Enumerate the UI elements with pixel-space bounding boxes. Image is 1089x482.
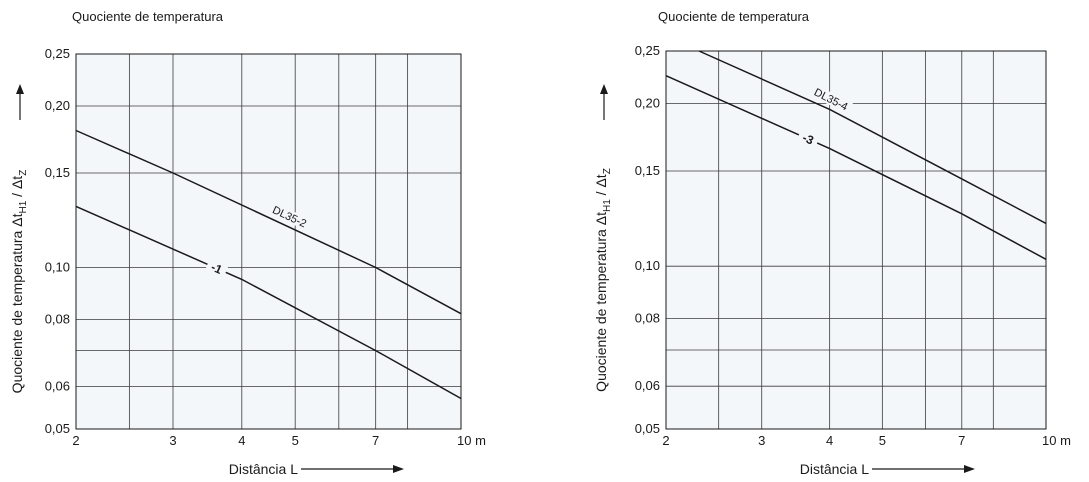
x-tick-label: 5: [292, 433, 299, 448]
y-tick-label: 0,06: [45, 379, 70, 394]
y-tick-label: 0,06: [635, 378, 660, 393]
y-tick-label: 0,20: [45, 98, 70, 113]
x-tick-label: 3: [758, 433, 765, 448]
x-tick-label: 4: [238, 433, 245, 448]
x-tick-label: 7: [958, 433, 965, 448]
plot-frame: [75, 53, 462, 430]
y-tick-label: 0,25: [45, 46, 70, 61]
chart-right: Quociente de temperatura 0,05 0,06 0,08 0,1…: [545, 0, 1089, 482]
x-tick-label: 10 m: [457, 433, 486, 448]
chart-left: Quociente de temperatura 0,05 0,06 0,08 0,1…: [9, 9, 486, 477]
y-tick-label: 0,08: [45, 311, 70, 326]
annotation-group: -1: [204, 257, 229, 279]
annotation-group: -3: [796, 128, 821, 150]
y-tick-label: 0,15: [635, 163, 660, 178]
y-tick-label: 0,10: [45, 259, 70, 274]
y-tick-label: 0,15: [45, 165, 70, 180]
chart-title: Quociente de temperatura: [72, 9, 224, 24]
chart-svg: 0,050,060,080,100,150,200,252 3 4 5 7 10 mDL3…: [9, 46, 486, 477]
x-arrow-head: [964, 465, 975, 473]
x-tick-label: 2: [662, 433, 669, 448]
x-tick-label: 5: [879, 433, 886, 448]
series-line--1: [75, 205, 462, 400]
plot-area: [666, 51, 1046, 429]
y-tick-label: 0,10: [635, 258, 660, 273]
series-line-dl35-4: [698, 50, 1047, 225]
y-axis-label: Quociente de temperatura ΔtH1 / ΔtZ: [9, 170, 29, 394]
x-tick-label: 4: [826, 433, 833, 448]
series-line--3: [665, 75, 1047, 260]
plot-frame: [665, 50, 1047, 430]
x-tick-label: 3: [169, 433, 176, 448]
annotation-mask: [796, 128, 821, 150]
y-tick-label: 0,25: [635, 43, 660, 58]
x-tick-label: 10 m: [1042, 433, 1071, 448]
plot-area: [76, 54, 461, 429]
y-axis-label-text: Quociente de temperatura ΔtH1 / ΔtZ: [9, 170, 29, 394]
y-axis-label-text: Quociente de temperatura ΔtH1 / ΔtZ: [593, 168, 613, 392]
y-tick-label: 0,05: [635, 421, 660, 436]
annotation-mask: [204, 257, 229, 279]
y-tick-label: 0,20: [635, 95, 660, 110]
chart-svg: 0,050,060,080,100,150,200,252 3 4 5 7 10 mDL3…: [593, 43, 1071, 477]
y-arrow-head: [600, 84, 608, 94]
x-axis-label: Distância L: [800, 461, 869, 477]
annotation-mask: [267, 201, 312, 231]
x-axis-label: Distância L: [229, 461, 298, 477]
y-arrow-head: [16, 84, 24, 94]
annotation-mask: [809, 83, 854, 115]
x-tick-label: 2: [72, 433, 79, 448]
y-tick-label: 0,05: [45, 421, 70, 436]
x-tick-label: 7: [372, 433, 379, 448]
y-tick-label: 0,08: [635, 311, 660, 326]
x-arrow-head: [393, 465, 404, 473]
chart-title: Quociente de temperatura: [658, 9, 810, 24]
series-line-dl35-2: [75, 129, 462, 315]
y-axis-label: Quociente de temperatura ΔtH1 / ΔtZ: [593, 168, 613, 392]
